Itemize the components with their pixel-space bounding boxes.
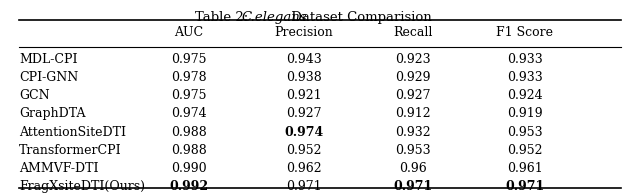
Text: FragXsiteDTI(Ours): FragXsiteDTI(Ours) [19,180,145,193]
Text: 0.953: 0.953 [507,126,543,139]
Text: C.elegans: C.elegans [241,11,307,24]
Text: 0.971: 0.971 [393,180,433,193]
Text: TransformerCPI: TransformerCPI [19,144,122,157]
Text: 0.975: 0.975 [171,53,207,66]
Text: 0.923: 0.923 [395,53,431,66]
Text: Precision: Precision [275,26,333,40]
Text: 0.924: 0.924 [507,89,543,102]
Text: 0.921: 0.921 [286,89,322,102]
Text: 0.927: 0.927 [286,107,322,120]
Text: AUC: AUC [174,26,204,40]
Text: 0.938: 0.938 [286,71,322,84]
Text: 0.919: 0.919 [507,107,543,120]
Text: AMMVF-DTI: AMMVF-DTI [19,162,99,175]
Text: GraphDTA: GraphDTA [19,107,86,120]
Text: 0.933: 0.933 [507,71,543,84]
Text: Table 2:: Table 2: [195,11,253,24]
Text: 0.971: 0.971 [286,180,322,193]
Text: 0.952: 0.952 [507,144,543,157]
Text: 0.975: 0.975 [171,89,207,102]
Text: 0.952: 0.952 [286,144,322,157]
Text: F1 Score: F1 Score [496,26,554,40]
Text: 0.933: 0.933 [507,53,543,66]
Text: 0.943: 0.943 [286,53,322,66]
Text: 0.978: 0.978 [171,71,207,84]
Text: MDL-CPI: MDL-CPI [19,53,77,66]
Text: 0.927: 0.927 [395,89,431,102]
Text: 0.96: 0.96 [399,162,427,175]
Text: Recall: Recall [393,26,433,40]
Text: 0.990: 0.990 [171,162,207,175]
Text: 0.962: 0.962 [286,162,322,175]
Text: 0.974: 0.974 [284,126,324,139]
Text: AttentionSiteDTI: AttentionSiteDTI [19,126,126,139]
Text: 0.929: 0.929 [395,71,431,84]
Text: 0.932: 0.932 [395,126,431,139]
Text: 0.953: 0.953 [395,144,431,157]
Text: Dataset Comparision: Dataset Comparision [287,11,432,24]
Text: GCN: GCN [19,89,50,102]
Text: 0.992: 0.992 [169,180,209,193]
Text: 0.988: 0.988 [171,144,207,157]
Text: CPI-GNN: CPI-GNN [19,71,79,84]
Text: 0.912: 0.912 [395,107,431,120]
Text: 0.988: 0.988 [171,126,207,139]
Text: 0.961: 0.961 [507,162,543,175]
Text: 0.974: 0.974 [171,107,207,120]
Text: 0.971: 0.971 [505,180,545,193]
